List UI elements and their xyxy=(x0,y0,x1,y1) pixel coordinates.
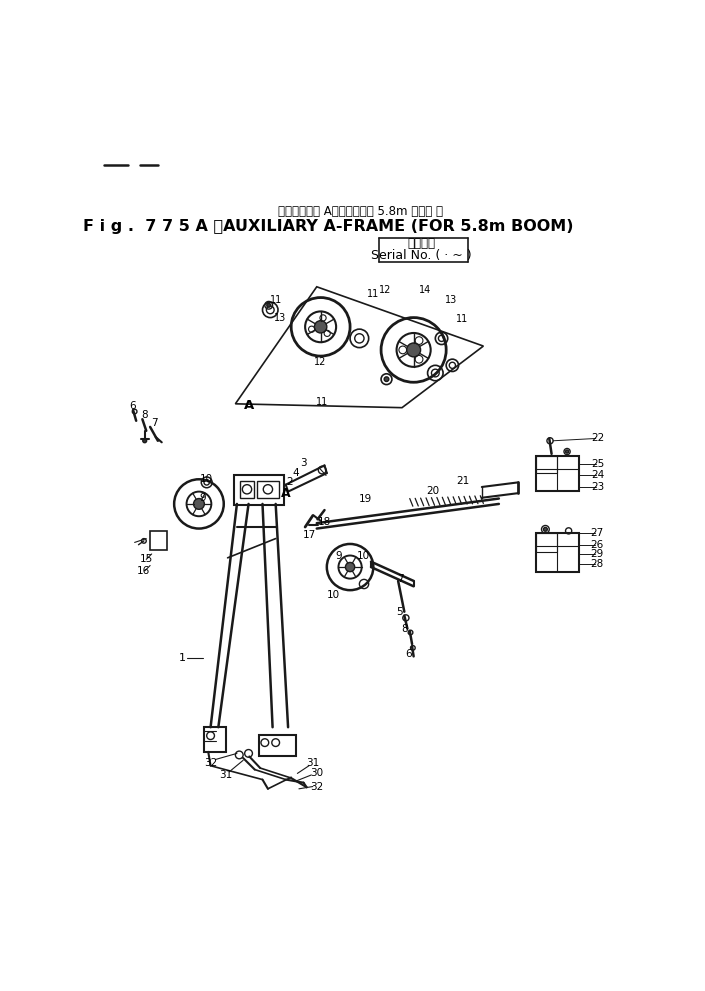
Text: 11: 11 xyxy=(316,397,329,407)
Bar xyxy=(536,456,557,473)
Circle shape xyxy=(142,439,147,443)
Bar xyxy=(150,531,167,550)
Circle shape xyxy=(266,303,271,307)
Text: 11: 11 xyxy=(367,288,379,298)
Text: 29: 29 xyxy=(591,549,604,559)
Text: 12: 12 xyxy=(379,284,391,295)
Text: 8: 8 xyxy=(401,624,407,634)
Text: オキジアリ　 Aフレーム　　 5.8m ブーム 用: オキジアリ Aフレーム 5.8m ブーム 用 xyxy=(278,205,443,218)
Text: 24: 24 xyxy=(591,471,605,481)
Text: 1: 1 xyxy=(178,653,185,663)
Text: 5: 5 xyxy=(396,606,403,616)
Text: 25: 25 xyxy=(591,459,605,469)
Bar xyxy=(234,476,284,504)
Circle shape xyxy=(565,450,569,453)
Circle shape xyxy=(407,343,421,357)
Text: 11: 11 xyxy=(456,314,469,324)
Text: 32: 32 xyxy=(204,758,217,768)
Text: 2: 2 xyxy=(286,478,293,488)
Text: 27: 27 xyxy=(591,528,604,538)
Bar xyxy=(259,735,296,756)
Bar xyxy=(240,481,254,497)
Text: 20: 20 xyxy=(427,486,439,496)
Text: 19: 19 xyxy=(359,494,372,503)
Text: 28: 28 xyxy=(591,559,604,569)
Text: 12: 12 xyxy=(314,357,326,368)
Text: 10: 10 xyxy=(327,590,341,600)
Text: 14: 14 xyxy=(419,284,431,295)
Text: 10: 10 xyxy=(200,474,212,484)
Text: 23: 23 xyxy=(591,482,605,492)
Text: 7: 7 xyxy=(151,418,157,428)
Text: 6: 6 xyxy=(129,401,135,411)
Text: 16: 16 xyxy=(137,566,151,576)
Text: 13: 13 xyxy=(274,312,286,323)
Text: A: A xyxy=(281,488,290,500)
Text: 15: 15 xyxy=(140,554,153,564)
Text: 13: 13 xyxy=(445,295,457,305)
Text: 9: 9 xyxy=(200,493,206,502)
Text: 31: 31 xyxy=(306,758,319,768)
Circle shape xyxy=(345,563,355,572)
Bar xyxy=(536,533,557,552)
Text: 31: 31 xyxy=(219,770,232,780)
Text: 32: 32 xyxy=(310,782,324,792)
Text: 10: 10 xyxy=(357,551,370,561)
Text: 3: 3 xyxy=(300,458,307,468)
Text: 22: 22 xyxy=(591,433,605,443)
Text: 6: 6 xyxy=(405,649,412,659)
Text: 18: 18 xyxy=(318,516,331,526)
Circle shape xyxy=(384,377,389,382)
Text: 9: 9 xyxy=(335,551,342,561)
Bar xyxy=(204,727,226,752)
Bar xyxy=(257,481,278,497)
Circle shape xyxy=(314,321,327,333)
Circle shape xyxy=(544,527,547,531)
Bar xyxy=(536,456,579,491)
Text: 26: 26 xyxy=(591,540,604,550)
Text: 17: 17 xyxy=(302,530,316,540)
Text: F i g .  7 7 5 A 　AUXILIARY A-FRAME (FOR 5.8m BOOM): F i g . 7 7 5 A AUXILIARY A-FRAME (FOR 5… xyxy=(83,219,574,234)
Text: 8: 8 xyxy=(142,409,148,419)
Text: A: A xyxy=(244,398,255,412)
Text: Serial No. ( · ~ ): Serial No. ( · ~ ) xyxy=(371,249,472,262)
Text: 30: 30 xyxy=(310,768,324,778)
Bar xyxy=(536,533,579,572)
Circle shape xyxy=(194,498,204,509)
Text: 21: 21 xyxy=(457,476,470,486)
Text: 適用号機: 適用号機 xyxy=(407,237,436,250)
Text: 4: 4 xyxy=(293,468,299,478)
Text: 7: 7 xyxy=(397,575,404,585)
Text: 11: 11 xyxy=(270,295,283,305)
